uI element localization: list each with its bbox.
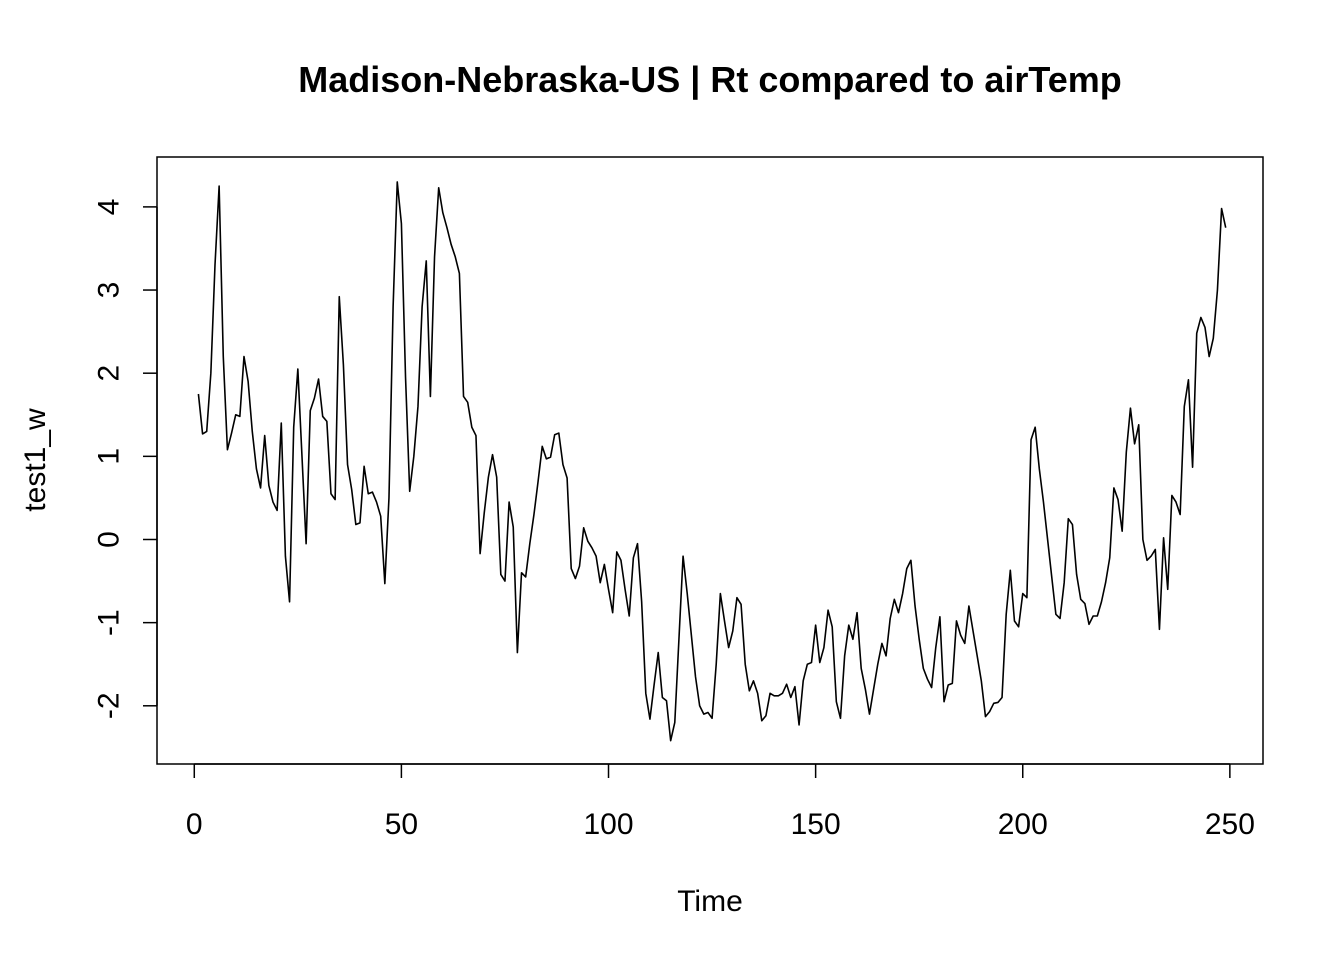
x-tick-label: 50: [385, 808, 418, 841]
y-tick-label: -1: [93, 609, 126, 636]
x-tick-label: 200: [998, 808, 1048, 841]
y-axis-label: test1_w: [19, 408, 52, 512]
x-tick-label: 250: [1205, 808, 1255, 841]
y-tick-label: 0: [93, 531, 126, 548]
x-tick-label: 150: [791, 808, 841, 841]
chart-title: Madison-Nebraska-US | Rt compared to air…: [298, 59, 1122, 101]
x-tick-label: 100: [583, 808, 633, 841]
y-tick-label: 3: [93, 282, 126, 299]
series-line: [197, 181, 1227, 742]
y-axis: -2 -1 0 1 2 3 4: [93, 199, 158, 719]
x-axis: 0 50 100 150 200 250: [186, 763, 1255, 841]
y-tick-label: -2: [93, 692, 126, 719]
x-axis-label: Time: [677, 885, 743, 918]
x-tick-label: 0: [186, 808, 203, 841]
y-tick-label: 1: [93, 448, 126, 465]
y-tick-label: 4: [93, 199, 126, 216]
y-tick-label: 2: [93, 365, 126, 382]
